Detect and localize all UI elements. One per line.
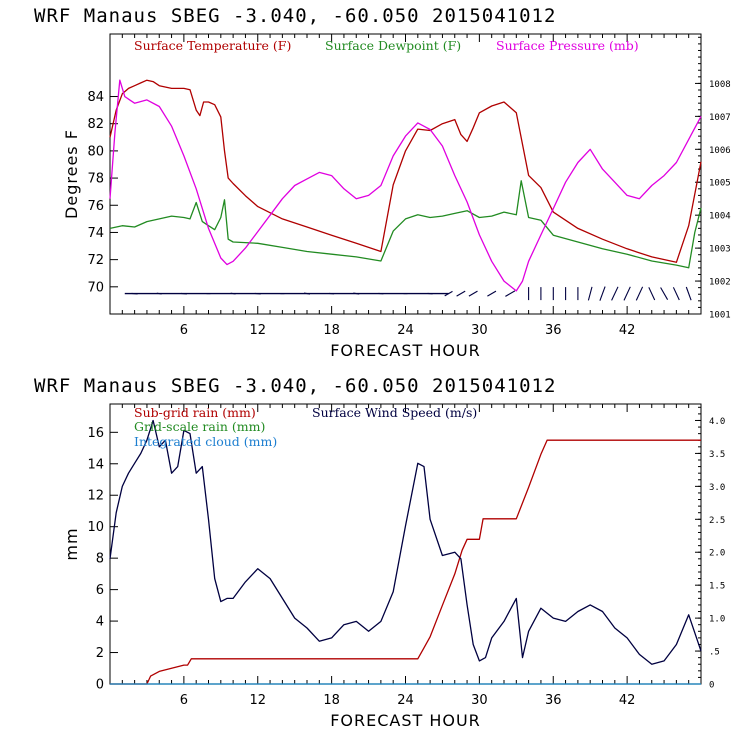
chart1-wind-barb xyxy=(353,292,360,295)
chart2-y-tick-label: 6 xyxy=(96,583,104,598)
chart1-y-tick-label: 72 xyxy=(87,253,104,268)
chart1-legend-item-3: Surface Pressure (mb) xyxy=(496,38,639,53)
chart2-y-tick-label: 2 xyxy=(96,646,104,661)
chart1-wind-barb xyxy=(635,286,644,301)
chart2-x-tick-label: 36 xyxy=(545,693,562,708)
chart2-y-tick-label: 16 xyxy=(87,426,104,441)
chart1-y2-tick-label: 1001 xyxy=(709,311,731,321)
chart2-y2-tick-label: 1.0 xyxy=(709,615,725,625)
chart2-x-tick-label: 18 xyxy=(323,693,340,708)
chart2-y-tick-label: 8 xyxy=(96,552,104,567)
chart1-wind-barb xyxy=(131,292,138,295)
chart1-series-line-surface-pressure-mb xyxy=(109,79,702,292)
chart1-legend-item-2: Surface Dewpoint (F) xyxy=(325,38,461,53)
chart1-x-tick-label: 12 xyxy=(249,323,266,338)
chart2-x-axis-title: FORECAST HOUR xyxy=(330,711,481,730)
chart1-y2-tick-label: 1008 xyxy=(709,80,731,90)
chart1-legend-item-1: Surface Temperature (F) xyxy=(134,38,291,53)
chart1-wind-barb xyxy=(487,290,497,297)
chart1-x-axis-title: FORECAST HOUR xyxy=(330,341,481,360)
chart1-y2-tick-label: 1003 xyxy=(709,245,731,255)
chart2-x-tick-label: 42 xyxy=(619,693,636,708)
chart1-y2-tick-label: 1004 xyxy=(709,212,731,222)
chart1-wind-barb xyxy=(444,290,453,297)
chart1-y-tick-label: 76 xyxy=(87,199,104,214)
chart2-y-tick-label: 4 xyxy=(96,615,104,630)
chart1-y2-tick-label: 1007 xyxy=(709,113,731,123)
chart1-x-tick-label: 36 xyxy=(545,323,562,338)
chart1-wind-barb xyxy=(672,287,680,301)
chart2-y2-tick-label: .5 xyxy=(709,648,720,658)
chart1-wind-barb xyxy=(505,290,516,297)
chart2-x-tick-label: 30 xyxy=(471,693,488,708)
chart1-wind-barb xyxy=(587,286,593,301)
chart1-wind-barb xyxy=(156,292,162,295)
chart2-legend-item-2: Surface Wind Speed (m/s) xyxy=(312,405,477,420)
chart2-y2-tick-label: 3.5 xyxy=(709,450,725,460)
chart1-series-line-surface-temperature-f xyxy=(109,79,702,263)
chart1-x-tick-label: 42 xyxy=(619,323,636,338)
chart1-wind-barb xyxy=(685,286,692,301)
chart2-y2-tick-label: 4.0 xyxy=(709,417,725,427)
chart2-y-tick-label: 10 xyxy=(87,520,104,535)
chart1-wind-barb xyxy=(599,286,606,301)
chart1-wind-barb xyxy=(303,292,311,295)
chart2-y2-tick-label: 2.0 xyxy=(709,549,725,559)
chart1-x-tick-label: 6 xyxy=(180,323,188,338)
chart1-y2-tick-label: 1006 xyxy=(709,146,731,156)
chart1-y-tick-label: 84 xyxy=(87,90,104,105)
chart1-y-axis-title: Degrees F xyxy=(62,129,81,219)
chart1-wind-barb xyxy=(611,286,619,301)
chart1-plot-frame xyxy=(109,33,702,315)
chart2-title: WRF Manaus SBEG -3.040, -60.050 20150410… xyxy=(34,375,556,397)
chart2-legend-item-4: Integrated cloud (mm) xyxy=(134,434,277,449)
chart2-y2-tick-label: 0 xyxy=(709,681,714,691)
chart2-x-tick-label: 24 xyxy=(397,693,414,708)
chart2-legend-item-1: Sub-grid rain (mm) xyxy=(134,405,256,420)
chart1-wind-barb xyxy=(456,290,466,297)
chart2-series-line-surface-wind-speed-m-s xyxy=(109,419,702,665)
chart1-series-line-surface-dewpoint-f xyxy=(109,180,702,269)
chart1-x-tick-label: 18 xyxy=(323,323,340,338)
chart1-wind-barb xyxy=(180,292,187,295)
chart1-wind-barb xyxy=(468,290,478,297)
chart1-wind-barb xyxy=(648,287,656,301)
chart1-y-tick-label: 80 xyxy=(87,144,104,159)
chart1-y-tick-label: 70 xyxy=(87,280,104,295)
chart2-y-tick-label: 0 xyxy=(96,678,104,693)
chart1-y2-tick-label: 1002 xyxy=(709,278,731,288)
chart1-title: WRF Manaus SBEG -3.040, -60.050 20150410… xyxy=(34,5,556,27)
chart2-y2-tick-label: 1.5 xyxy=(709,582,725,592)
chart2-y-tick-label: 12 xyxy=(87,489,104,504)
chart1-x-tick-label: 30 xyxy=(471,323,488,338)
chart2-y2-tick-label: 3.0 xyxy=(709,483,725,493)
chart2-y-tick-label: 14 xyxy=(87,457,104,472)
chart1-wind-barb xyxy=(230,292,236,295)
chart1-wind-barb xyxy=(623,286,631,301)
chart2-legend-item-3: Grid-scale rain (mm) xyxy=(134,419,265,434)
chart1-wind-barb xyxy=(660,287,669,300)
chart1-y-tick-label: 74 xyxy=(87,226,104,241)
chart1-y-tick-label: 78 xyxy=(87,172,104,187)
chart1-wind-barb xyxy=(254,292,261,295)
chart1-y-tick-label: 82 xyxy=(87,117,104,132)
chart2-x-tick-label: 6 xyxy=(180,693,188,708)
chart1-y2-tick-label: 1005 xyxy=(709,179,731,189)
chart2-y2-tick-label: 2.5 xyxy=(709,516,725,526)
chart1-x-tick-label: 24 xyxy=(397,323,414,338)
chart2-y-axis-title: mm xyxy=(62,527,81,560)
chart2-series-line-sub-grid-rain-mm xyxy=(110,439,701,685)
chart2-x-tick-label: 12 xyxy=(249,693,266,708)
